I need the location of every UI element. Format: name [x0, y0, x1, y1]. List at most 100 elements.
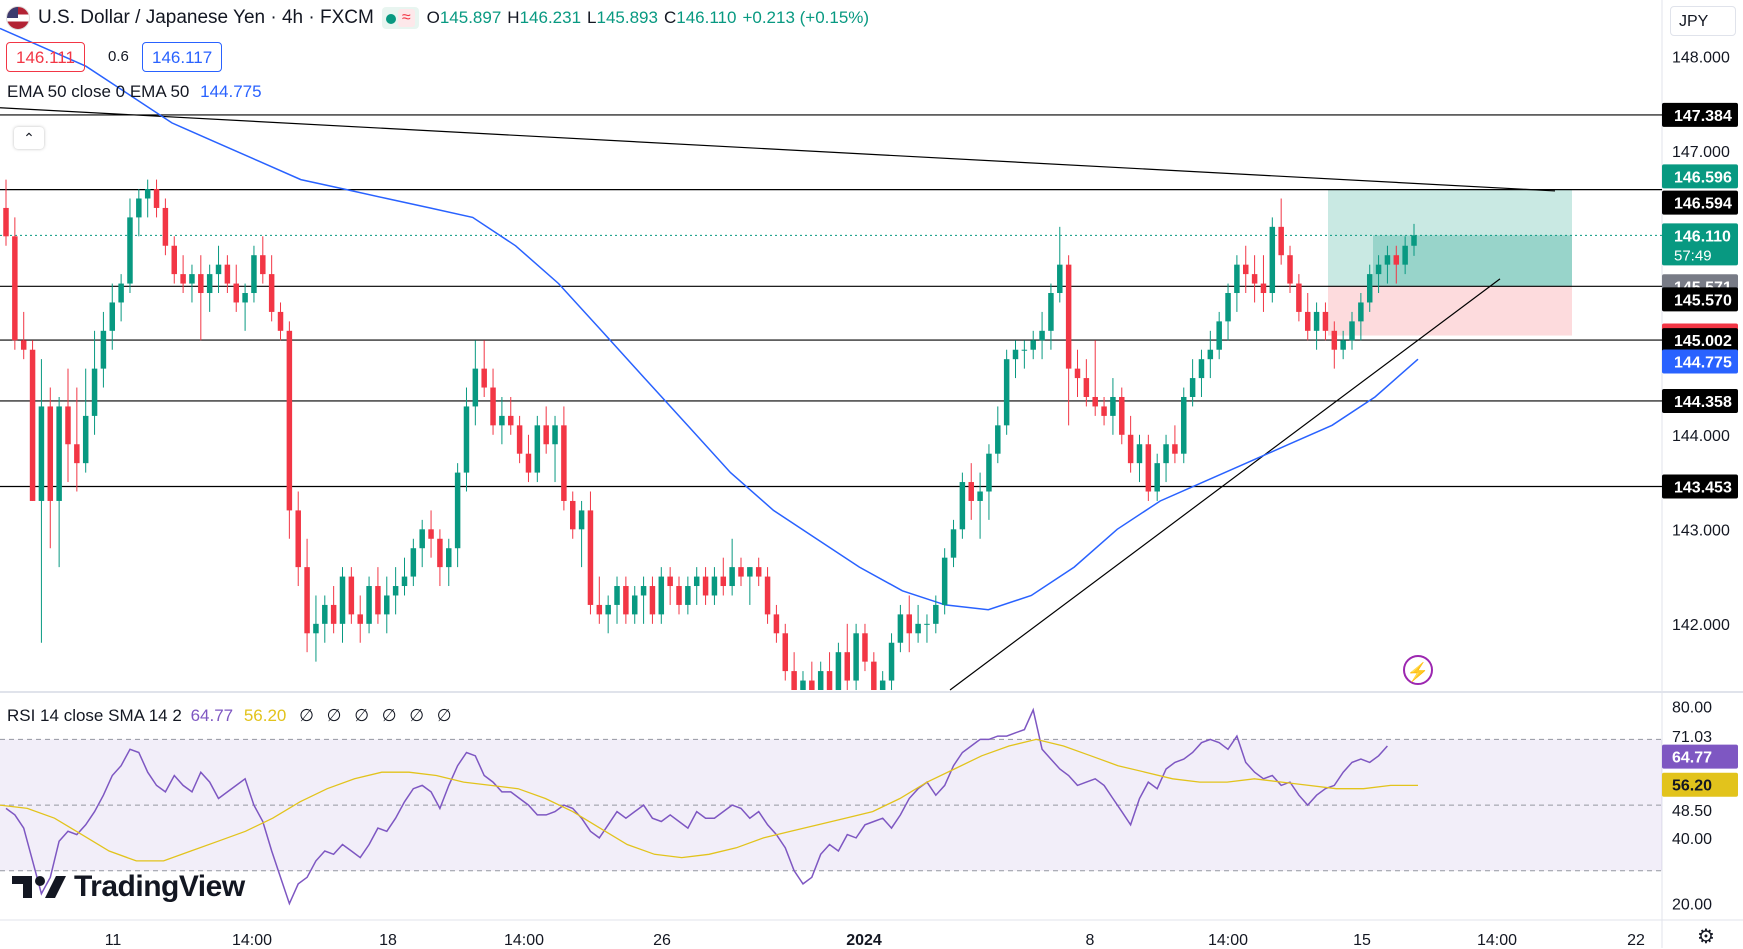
candle-body	[897, 614, 904, 643]
candle-body	[791, 671, 797, 690]
candle-body	[977, 491, 983, 501]
candle-body	[38, 406, 45, 501]
currency-selector[interactable]: JPY	[1670, 6, 1736, 36]
candle-body	[747, 567, 753, 577]
symbol-title[interactable]: U.S. Dollar / Japanese Yen · 4h · FXCM	[38, 7, 374, 28]
candle-body	[1331, 330, 1338, 350]
price-label-bg	[1662, 223, 1738, 266]
symbol-header: U.S. Dollar / Japanese Yen · 4h · FXCM ≈…	[6, 6, 875, 30]
candle-body	[463, 406, 470, 473]
candle-body	[1313, 311, 1320, 331]
candle-body	[649, 586, 656, 615]
price-tick-label: 142.000	[1672, 617, 1730, 634]
rsi-value-label-bg	[1662, 744, 1738, 769]
candle-body	[419, 529, 425, 549]
candle-body	[215, 264, 222, 275]
candle-body	[950, 529, 957, 558]
time-tick-label: 15	[1353, 932, 1371, 948]
price-label-text: 144.775	[1674, 355, 1732, 372]
candle-body	[401, 576, 408, 587]
price-label-bg	[1662, 388, 1738, 413]
lightning-icon[interactable]: ⚡	[1403, 655, 1433, 685]
candle-body	[348, 576, 355, 615]
candle-body	[1119, 396, 1125, 435]
candle-body	[375, 586, 381, 615]
candle-body	[871, 661, 877, 690]
ema-legend[interactable]: EMA 50 close 0 EMA 50 144.775	[7, 82, 262, 102]
gear-icon[interactable]: ⚙	[1697, 926, 1715, 948]
buy-button[interactable]: 146.117	[142, 42, 223, 72]
candle-body	[206, 274, 213, 294]
countdown-label: 57:49	[1674, 247, 1712, 264]
time-tick-label: 18	[379, 932, 397, 948]
candle-body	[1340, 340, 1346, 350]
ohlc-value: 145.893	[596, 8, 658, 27]
candle-body	[330, 604, 337, 624]
candle-body	[392, 586, 399, 596]
candle-body	[968, 482, 974, 501]
support-trendline	[949, 278, 1501, 691]
rsi-group	[0, 707, 1418, 906]
candle-body	[711, 576, 718, 596]
time-tick-label: 2024	[846, 932, 882, 948]
price-label-bg	[1662, 102, 1738, 127]
candle-body	[534, 425, 541, 473]
candle-body	[1358, 302, 1364, 322]
candle-body	[596, 604, 603, 615]
candle-body	[82, 415, 89, 464]
collapse-legend-button[interactable]: ⌃	[14, 127, 44, 149]
tradingview-logo[interactable]: TradingView	[12, 870, 245, 904]
price-tick-label: 144.000	[1672, 428, 1730, 445]
candle-body	[1163, 444, 1169, 464]
sell-button[interactable]: 146.111	[6, 42, 85, 72]
ohlc-value: 146.110	[676, 8, 737, 27]
candle-body	[995, 425, 1001, 454]
candle-body	[1083, 378, 1090, 397]
candle-body	[180, 274, 186, 284]
price-tick-label: 148.000	[1672, 50, 1730, 67]
price-label-text: 147.384	[1674, 108, 1732, 125]
candle-body	[499, 415, 505, 426]
wave-icon: ≈	[397, 9, 415, 27]
position-profit-zone	[1328, 189, 1572, 287]
candle-body	[959, 482, 966, 530]
candle-body	[162, 207, 169, 246]
candle-body	[136, 198, 142, 218]
tradingview-logo-text: TradingView	[74, 870, 245, 903]
candle-body	[569, 500, 576, 530]
candle-body	[1260, 283, 1267, 294]
candle-body	[1304, 311, 1311, 331]
candle-body	[322, 604, 328, 624]
candle-body	[91, 368, 98, 416]
price-label-text: 145.570	[1674, 292, 1732, 309]
price-label-bg	[1662, 164, 1738, 189]
candle-body	[773, 614, 780, 634]
candle-body	[1172, 444, 1178, 454]
candle-body	[1269, 226, 1276, 294]
candle-body	[357, 614, 363, 624]
candle-body	[224, 264, 231, 284]
candle-body	[1225, 293, 1231, 322]
candle-body	[516, 425, 523, 454]
rsi-legend[interactable]: RSI 14 close SMA 14 2 64.77 56.20 ∅ ∅ ∅ …	[7, 706, 456, 726]
candle-body	[428, 529, 434, 539]
position-loss-zone	[1328, 286, 1572, 336]
candle-body	[198, 274, 204, 294]
price-label-text: 146.110	[1674, 228, 1731, 245]
candle-body	[853, 633, 859, 681]
candle-body	[738, 567, 744, 577]
candle-body	[268, 274, 275, 312]
candle-body	[233, 283, 239, 303]
candles-group	[0, 27, 1419, 690]
candle-body	[676, 586, 682, 605]
candle-body	[809, 680, 815, 690]
candle-body	[242, 293, 248, 303]
market-status[interactable]: ≈	[381, 7, 419, 29]
candle-body	[100, 330, 107, 369]
candle-body	[986, 453, 992, 492]
candle-body	[1110, 396, 1116, 416]
candle-body	[1402, 245, 1408, 265]
candle-body	[915, 623, 921, 634]
